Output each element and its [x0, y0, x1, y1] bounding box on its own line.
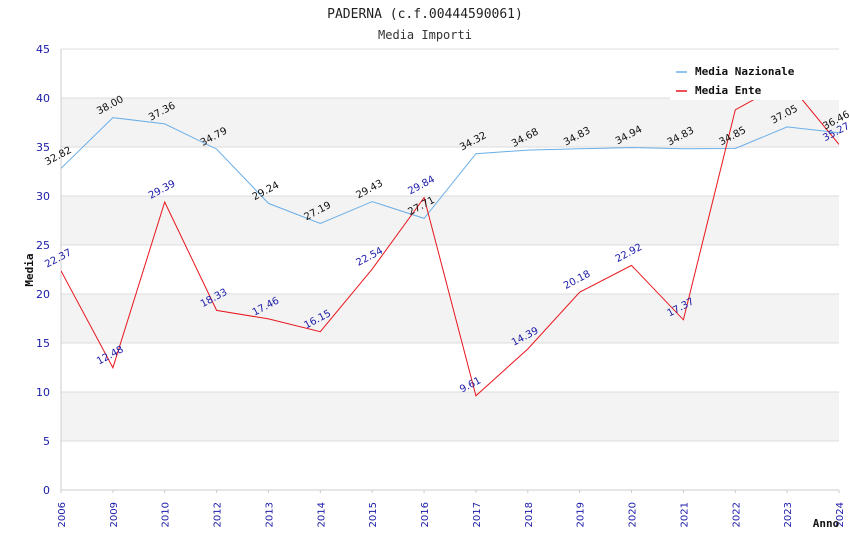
- series-line-ente: [61, 80, 839, 397]
- x-tick-label: 2018: [524, 502, 535, 527]
- legend-label-ente: Media Ente: [695, 84, 762, 97]
- y-axis-title: Media: [23, 253, 36, 286]
- x-tick-label: 2016: [420, 502, 431, 527]
- x-tick-label: 2021: [679, 502, 690, 527]
- y-tick-label: 15: [36, 337, 50, 350]
- x-axis-ticks: 2006 2009 2010 2012 2013 2014 2015 2016 2017 2018…: [57, 490, 846, 527]
- x-tick-label: 2006: [57, 502, 68, 527]
- x-tick-label: 2024: [835, 502, 846, 527]
- x-tick-label: 2010: [161, 502, 172, 527]
- legend: Media Nazionale Media Ente: [670, 60, 840, 100]
- y-tick-label: 5: [43, 435, 50, 448]
- grid-band: [61, 147, 839, 196]
- axes: [60, 49, 839, 491]
- series-line-nazionale: [61, 117, 839, 225]
- x-tick-label: 2019: [576, 502, 587, 527]
- y-tick-label: 0: [43, 484, 50, 497]
- y-tick-label: 40: [36, 92, 50, 105]
- legend-label-nazionale: Media Nazionale: [695, 65, 795, 78]
- x-tick-label: 2015: [368, 502, 379, 527]
- x-tick-label: 2022: [731, 502, 742, 527]
- x-tick-label: 2014: [316, 502, 327, 527]
- y-tick-label: 45: [36, 43, 50, 56]
- grid-band: [61, 441, 839, 490]
- legend-background: [670, 60, 840, 100]
- grid-band: [61, 294, 839, 343]
- y-tick-label: 10: [36, 386, 50, 399]
- x-tick-label: 2013: [264, 502, 275, 527]
- y-tick-label: 35: [36, 141, 50, 154]
- x-tick-label: 2009: [109, 502, 120, 527]
- grid-band: [61, 245, 839, 294]
- grid-band: [61, 98, 839, 147]
- chart-title: PADERNA (c.f.00444590061): [327, 7, 523, 22]
- grid-band: [61, 196, 839, 245]
- grid-band: [61, 343, 839, 392]
- series-group: [61, 80, 839, 397]
- grid-bands: [61, 48, 839, 491]
- x-tick-label: 2012: [213, 502, 224, 527]
- y-axis-ticks: 0 5 10 15 20 25 30 35 40 45: [36, 43, 50, 497]
- y-tick-label: 25: [36, 239, 50, 252]
- chart-subtitle: Media Importi: [378, 28, 472, 42]
- x-tick-label: 2023: [783, 502, 794, 527]
- y-tick-label: 30: [36, 190, 50, 203]
- x-axis-title: Anno: [813, 517, 840, 530]
- x-tick-label: 2020: [628, 502, 639, 527]
- x-tick-label: 2017: [472, 502, 483, 527]
- grid-band: [61, 392, 839, 441]
- y-tick-label: 20: [36, 288, 50, 301]
